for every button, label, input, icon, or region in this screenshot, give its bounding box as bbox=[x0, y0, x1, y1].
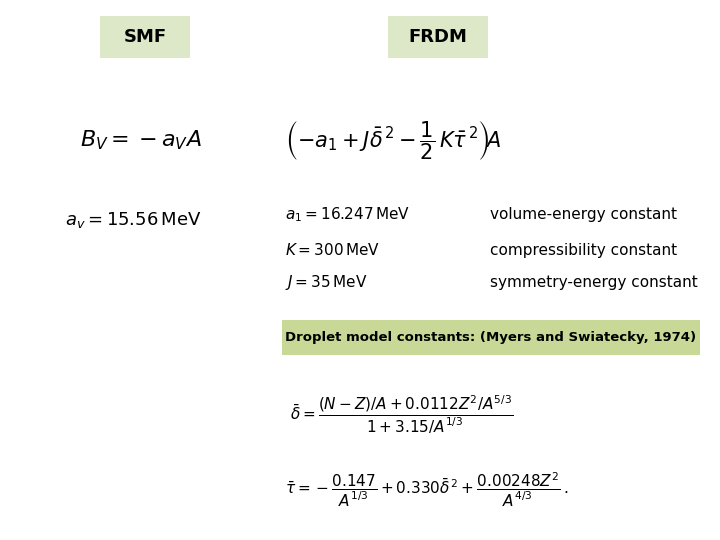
Text: Droplet model constants: (Myers and Swiatecky, 1974): Droplet model constants: (Myers and Swia… bbox=[285, 330, 696, 343]
Text: $\bar{\delta} = \dfrac{(N-Z)/A + 0.0112Z^2/A^{5/3}}{1 + 3.15/A^{1/3}}$: $\bar{\delta} = \dfrac{(N-Z)/A + 0.0112Z… bbox=[290, 394, 513, 436]
FancyBboxPatch shape bbox=[282, 320, 700, 355]
Text: volume-energy constant: volume-energy constant bbox=[490, 207, 677, 222]
Text: SMF: SMF bbox=[123, 28, 166, 46]
Text: $B_V = -a_V A$: $B_V = -a_V A$ bbox=[80, 128, 202, 152]
FancyBboxPatch shape bbox=[100, 16, 190, 58]
Text: symmetry-energy constant: symmetry-energy constant bbox=[490, 275, 698, 291]
Text: $a_1 = 16.247\,\mathrm{MeV}$: $a_1 = 16.247\,\mathrm{MeV}$ bbox=[285, 206, 410, 224]
Text: $\bar{\tau} = -\dfrac{0.147}{A^{1/3}} + 0.330\bar{\delta}^{\,2} + \dfrac{0.00248: $\bar{\tau} = -\dfrac{0.147}{A^{1/3}} + … bbox=[285, 471, 568, 509]
Text: compressibility constant: compressibility constant bbox=[490, 242, 677, 258]
Text: $K = 300\,\mathrm{MeV}$: $K = 300\,\mathrm{MeV}$ bbox=[285, 242, 380, 258]
FancyBboxPatch shape bbox=[388, 16, 488, 58]
Text: $a_v = 15.56\,\mathrm{MeV}$: $a_v = 15.56\,\mathrm{MeV}$ bbox=[65, 210, 202, 230]
Text: FRDM: FRDM bbox=[408, 28, 467, 46]
Text: $J = 35\,\mathrm{MeV}$: $J = 35\,\mathrm{MeV}$ bbox=[285, 273, 367, 293]
Text: $\left(-a_1 + J\bar{\delta}^{\,2} - \dfrac{1}{2}\,K\bar{\tau}^{\,2}\right)\!A$: $\left(-a_1 + J\bar{\delta}^{\,2} - \dfr… bbox=[285, 118, 502, 161]
